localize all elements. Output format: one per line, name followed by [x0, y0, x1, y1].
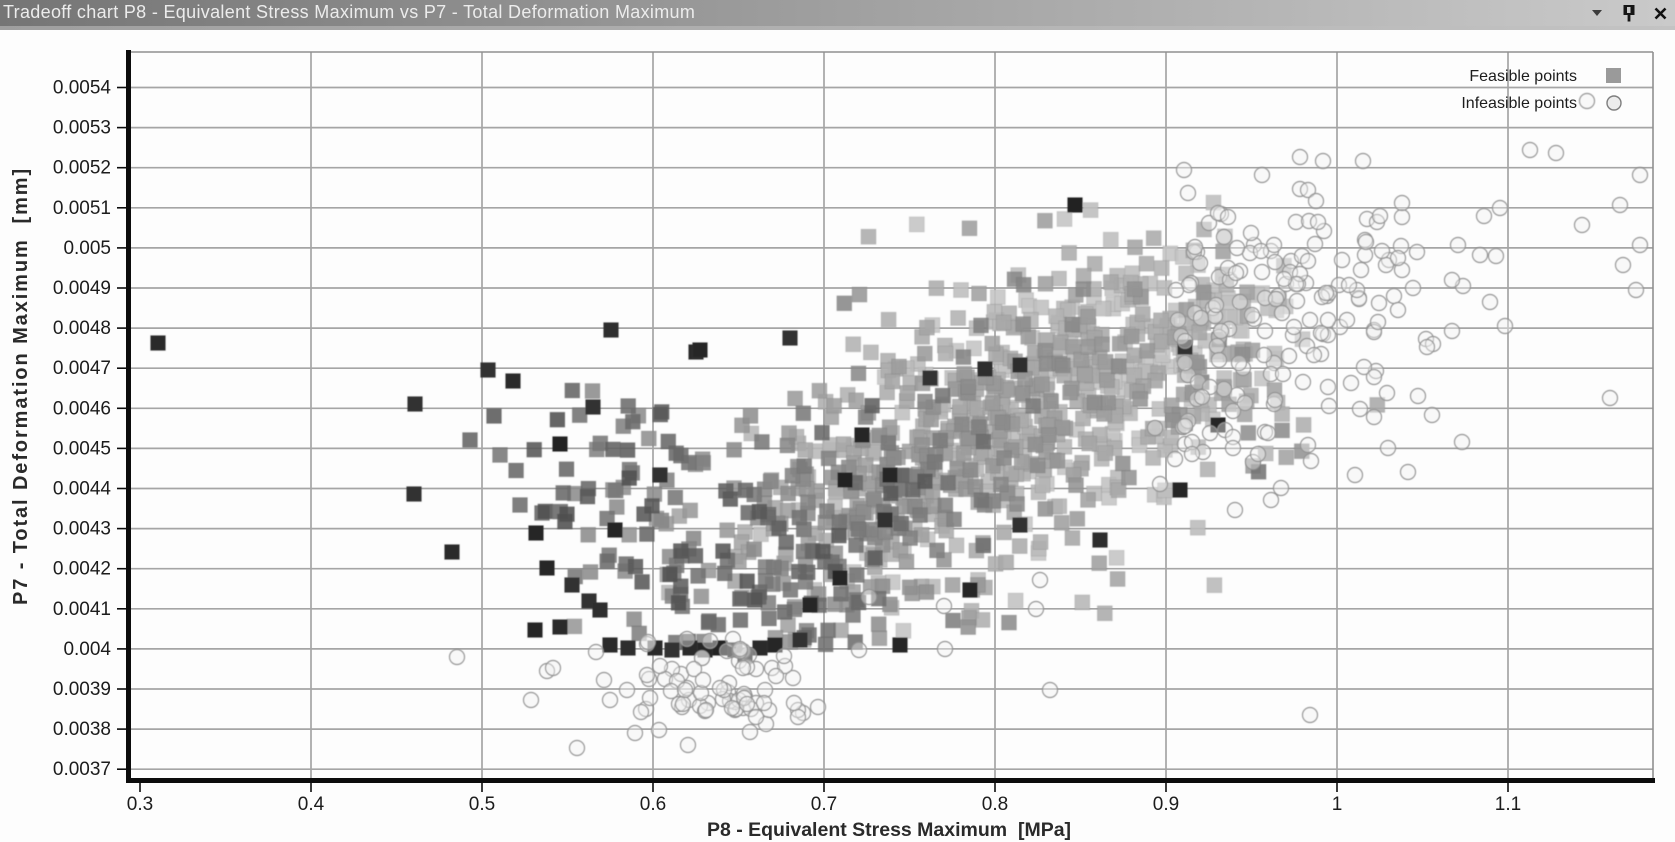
- svg-text:0.3: 0.3: [127, 794, 153, 815]
- svg-text:0.004: 0.004: [63, 639, 111, 660]
- svg-text:0.0049: 0.0049: [53, 278, 111, 299]
- svg-text:0.4: 0.4: [298, 794, 325, 815]
- svg-text:0.7: 0.7: [811, 794, 837, 815]
- svg-text:0.0052: 0.0052: [53, 158, 111, 179]
- svg-text:0.6: 0.6: [640, 794, 666, 815]
- svg-text:P8 - Equivalent Stress Maximum: P8 - Equivalent Stress Maximum [MPa]: [707, 819, 1071, 841]
- svg-text:0.0054: 0.0054: [53, 78, 112, 99]
- svg-text:0.0042: 0.0042: [53, 559, 111, 580]
- svg-text:0.0046: 0.0046: [53, 398, 111, 419]
- svg-text:0.5: 0.5: [469, 794, 495, 815]
- svg-text:0.0044: 0.0044: [53, 479, 112, 500]
- svg-text:0.0048: 0.0048: [53, 318, 111, 339]
- svg-text:0.0045: 0.0045: [53, 438, 111, 459]
- svg-text:0.0047: 0.0047: [53, 358, 111, 379]
- svg-text:1.1: 1.1: [1495, 794, 1521, 815]
- svg-text:0.0043: 0.0043: [53, 519, 111, 540]
- svg-text:0.8: 0.8: [982, 794, 1008, 815]
- svg-text:0.9: 0.9: [1153, 794, 1179, 815]
- svg-text:Infeasible points: Infeasible points: [1461, 95, 1577, 112]
- svg-text:Feasible points: Feasible points: [1469, 68, 1577, 85]
- svg-text:P7 - Total Deformation Maximum: P7 - Total Deformation Maximum [mm]: [10, 167, 32, 605]
- svg-text:0.005: 0.005: [63, 238, 111, 259]
- svg-text:0.0051: 0.0051: [53, 198, 111, 219]
- svg-text:0.0041: 0.0041: [53, 599, 111, 620]
- svg-text:1: 1: [1332, 794, 1343, 815]
- svg-text:0.0039: 0.0039: [53, 679, 111, 700]
- svg-text:0.0053: 0.0053: [53, 118, 111, 139]
- svg-text:0.0038: 0.0038: [53, 719, 111, 740]
- svg-text:0.0037: 0.0037: [53, 759, 111, 780]
